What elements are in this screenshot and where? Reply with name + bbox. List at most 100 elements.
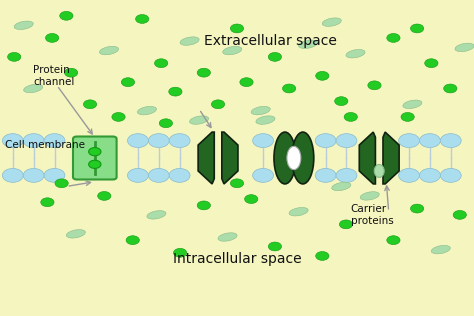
Circle shape xyxy=(98,191,111,200)
Circle shape xyxy=(128,134,148,148)
Text: Cell membrane: Cell membrane xyxy=(5,140,85,150)
Circle shape xyxy=(387,236,400,245)
Polygon shape xyxy=(383,132,399,184)
Circle shape xyxy=(368,81,381,90)
Circle shape xyxy=(2,134,23,148)
Ellipse shape xyxy=(190,116,209,124)
Circle shape xyxy=(419,134,440,148)
Text: Intracellular space: Intracellular space xyxy=(173,252,301,266)
Circle shape xyxy=(148,134,169,148)
Circle shape xyxy=(148,168,169,182)
Ellipse shape xyxy=(322,18,341,26)
Circle shape xyxy=(268,242,282,251)
Ellipse shape xyxy=(332,182,351,191)
Circle shape xyxy=(23,168,44,182)
Circle shape xyxy=(268,52,282,61)
Circle shape xyxy=(121,78,135,87)
Circle shape xyxy=(240,78,253,87)
Circle shape xyxy=(169,168,190,182)
Circle shape xyxy=(23,134,44,148)
Circle shape xyxy=(169,134,190,148)
Ellipse shape xyxy=(274,132,296,184)
Circle shape xyxy=(55,179,68,188)
Circle shape xyxy=(173,248,187,257)
Circle shape xyxy=(440,168,461,182)
Ellipse shape xyxy=(346,50,365,58)
Circle shape xyxy=(197,201,210,210)
Circle shape xyxy=(245,195,258,204)
Circle shape xyxy=(126,236,139,245)
Circle shape xyxy=(399,134,419,148)
Circle shape xyxy=(60,11,73,20)
Ellipse shape xyxy=(180,37,199,45)
Ellipse shape xyxy=(374,164,384,178)
Circle shape xyxy=(44,168,65,182)
Circle shape xyxy=(425,59,438,68)
Ellipse shape xyxy=(287,146,301,170)
Circle shape xyxy=(336,134,357,148)
Circle shape xyxy=(339,220,353,229)
Circle shape xyxy=(197,68,210,77)
Circle shape xyxy=(387,33,400,42)
Circle shape xyxy=(41,198,54,207)
Ellipse shape xyxy=(455,43,474,52)
Polygon shape xyxy=(359,132,375,184)
Circle shape xyxy=(315,168,336,182)
Circle shape xyxy=(253,168,273,182)
Circle shape xyxy=(401,112,414,121)
Circle shape xyxy=(8,52,21,61)
Circle shape xyxy=(440,134,461,148)
Ellipse shape xyxy=(147,211,166,219)
FancyBboxPatch shape xyxy=(73,137,117,179)
Circle shape xyxy=(399,168,419,182)
Circle shape xyxy=(46,33,59,42)
Circle shape xyxy=(344,112,357,121)
Ellipse shape xyxy=(100,46,118,55)
Text: Carrier
proteins: Carrier proteins xyxy=(351,204,393,226)
Circle shape xyxy=(230,179,244,188)
Circle shape xyxy=(410,24,424,33)
Circle shape xyxy=(2,168,23,182)
Polygon shape xyxy=(222,132,238,184)
Ellipse shape xyxy=(299,40,318,48)
Polygon shape xyxy=(198,132,214,184)
Ellipse shape xyxy=(431,246,450,254)
Circle shape xyxy=(316,71,329,80)
Ellipse shape xyxy=(223,46,242,55)
Circle shape xyxy=(419,168,440,182)
Circle shape xyxy=(64,68,78,77)
Circle shape xyxy=(89,148,101,156)
Circle shape xyxy=(253,134,273,148)
Circle shape xyxy=(335,97,348,106)
Ellipse shape xyxy=(292,132,314,184)
Circle shape xyxy=(410,204,424,213)
Circle shape xyxy=(136,15,149,23)
Circle shape xyxy=(89,160,101,168)
Ellipse shape xyxy=(360,192,379,200)
Circle shape xyxy=(230,24,244,33)
Circle shape xyxy=(155,59,168,68)
Text: Protein
channel: Protein channel xyxy=(33,65,74,87)
Circle shape xyxy=(112,112,125,121)
Ellipse shape xyxy=(289,208,308,216)
Circle shape xyxy=(316,252,329,260)
Ellipse shape xyxy=(251,106,270,115)
Text: Extracellular space: Extracellular space xyxy=(204,34,337,48)
Ellipse shape xyxy=(137,106,156,115)
Circle shape xyxy=(83,100,97,109)
Ellipse shape xyxy=(256,116,275,124)
Circle shape xyxy=(315,134,336,148)
Circle shape xyxy=(283,84,296,93)
Ellipse shape xyxy=(403,100,422,108)
Circle shape xyxy=(444,84,457,93)
Ellipse shape xyxy=(24,84,43,93)
Circle shape xyxy=(453,210,466,219)
Circle shape xyxy=(336,168,357,182)
Circle shape xyxy=(169,87,182,96)
Circle shape xyxy=(44,134,65,148)
Circle shape xyxy=(211,100,225,109)
Ellipse shape xyxy=(14,21,33,29)
Circle shape xyxy=(128,168,148,182)
Ellipse shape xyxy=(218,233,237,241)
Circle shape xyxy=(159,119,173,128)
